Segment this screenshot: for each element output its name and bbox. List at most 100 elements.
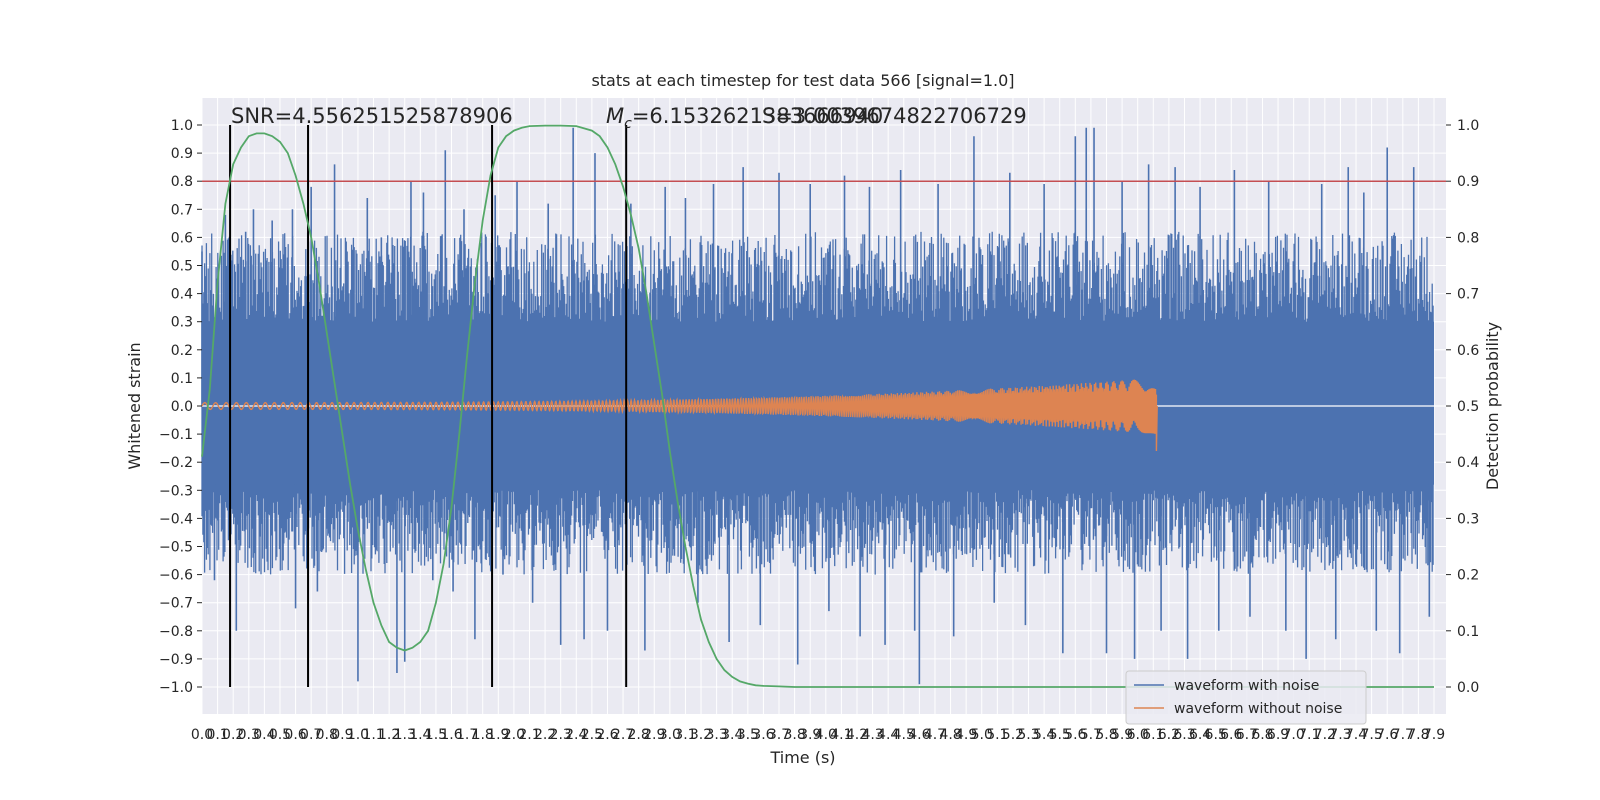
y-tick-label: −0.3 xyxy=(159,483,193,499)
x-tick-label: 7.2 xyxy=(1314,727,1336,743)
x-tick-label: 0.7 xyxy=(300,727,322,743)
y-tick-label-right: 0.8 xyxy=(1457,230,1479,246)
x-tick-label: 1.3 xyxy=(394,727,416,743)
x-tick-label: 7.0 xyxy=(1283,727,1305,743)
x-tick-label: 1.0 xyxy=(347,727,369,743)
x-tick-label: 5.0 xyxy=(971,727,993,743)
y-tick-label-right: 1.0 xyxy=(1457,118,1479,134)
x-tick-label: 3.1 xyxy=(674,727,696,743)
y-tick-label: −0.2 xyxy=(159,455,193,471)
x-tick-label: 5.3 xyxy=(1017,727,1039,743)
y-tick-label: −0.6 xyxy=(159,568,193,584)
x-tick-label: 4.1 xyxy=(830,727,852,743)
x-tick-label: 5.1 xyxy=(986,727,1008,743)
x-tick-label: 1.5 xyxy=(425,727,447,743)
x-tick-label: 3.4 xyxy=(721,727,743,743)
x-tick-label: 5.2 xyxy=(1002,727,1024,743)
x-tick-label: 0.4 xyxy=(253,727,275,743)
x-tick-label: 7.5 xyxy=(1360,727,1382,743)
y-tick-label-right: 0.2 xyxy=(1457,568,1479,584)
x-tick-label: 2.5 xyxy=(581,727,603,743)
x-tick-label: 5.5 xyxy=(1049,727,1071,743)
y-tick-label-right: 0.3 xyxy=(1457,511,1479,527)
x-tick-label: 0.6 xyxy=(284,727,306,743)
x-tick-label: 6.3 xyxy=(1173,727,1195,743)
x-tick-label: 0.0 xyxy=(191,727,213,743)
legend-label-noise: waveform with noise xyxy=(1174,678,1319,694)
x-tick-label: 4.9 xyxy=(955,727,977,743)
x-ticks: 0.00.10.20.30.40.50.60.70.80.91.01.11.21… xyxy=(191,727,1445,743)
x-tick-label: 1.4 xyxy=(409,727,431,743)
x-tick-label: 3.7 xyxy=(768,727,790,743)
x-tick-label: 2.6 xyxy=(596,727,618,743)
x-tick-label: 2.8 xyxy=(628,727,650,743)
x-tick-label: 2.3 xyxy=(550,727,572,743)
mc-value: =6.1532621383666940 xyxy=(632,104,883,128)
x-tick-label: 5.6 xyxy=(1064,727,1086,743)
x-tick-label: 0.2 xyxy=(222,727,244,743)
y-tick-label-right: 0.1 xyxy=(1457,624,1479,640)
snr-annotation: SNR=4.556251525878906 xyxy=(231,104,513,128)
y-tick-label: 0.2 xyxy=(171,343,193,359)
x-tick-label: 2.2 xyxy=(534,727,556,743)
chart-title: stats at each timestep for test data 566… xyxy=(591,71,1014,90)
y-tick-label-right: 0.4 xyxy=(1457,455,1479,471)
x-tick-label: 5.8 xyxy=(1095,727,1117,743)
x-tick-label: 7.9 xyxy=(1423,727,1445,743)
y-tick-label: 0.3 xyxy=(171,315,193,331)
legend: waveform with noise waveform without noi… xyxy=(1125,670,1367,725)
y-tick-label: −0.1 xyxy=(159,427,193,443)
x-tick-label: 6.6 xyxy=(1220,727,1242,743)
x-tick-label: 4.7 xyxy=(924,727,946,743)
x-tick-label: 7.6 xyxy=(1376,727,1398,743)
x-tick-label: 3.8 xyxy=(783,727,805,743)
legend-box xyxy=(1125,670,1367,725)
y-axis-label-right: Detection probability xyxy=(1483,322,1502,490)
x-tick-label: 7.7 xyxy=(1392,727,1414,743)
x-tick-label: 4.8 xyxy=(939,727,961,743)
waveform-without-noise xyxy=(201,379,1158,452)
x-tick-label: 4.5 xyxy=(893,727,915,743)
y-axis-label-left: Whitened strain xyxy=(125,342,144,469)
x-tick-label: 0.1 xyxy=(206,727,228,743)
x-tick-label: 1.2 xyxy=(378,727,400,743)
x-tick-label: 0.8 xyxy=(316,727,338,743)
x-tick-label: 3.5 xyxy=(737,727,759,743)
x-tick-label: 3.2 xyxy=(690,727,712,743)
x-tick-label: 2.0 xyxy=(503,727,525,743)
y-tick-label: 0.7 xyxy=(171,202,193,218)
x-tick-label: 5.9 xyxy=(1111,727,1133,743)
overlap-annotation: S=3.0039674822706729 xyxy=(762,104,1027,128)
x-tick-label: 2.7 xyxy=(612,727,634,743)
mc-annotation: Mc=6.1532621383666940 xyxy=(606,104,883,132)
legend-label-clean: waveform without noise xyxy=(1174,701,1342,717)
x-tick-label: 3.0 xyxy=(659,727,681,743)
x-tick-label: 6.0 xyxy=(1127,727,1149,743)
y-tick-label: −0.4 xyxy=(159,511,193,527)
x-tick-label: 4.3 xyxy=(861,727,883,743)
y-tick-label: 0.4 xyxy=(171,287,193,303)
vertical-markers xyxy=(229,125,628,687)
y-tick-label: 0.8 xyxy=(171,174,193,190)
x-tick-label: 6.8 xyxy=(1251,727,1273,743)
x-tick-label: 7.4 xyxy=(1345,727,1367,743)
y-tick-label-right: 0.9 xyxy=(1457,174,1479,190)
y-tick-label-right: 0.0 xyxy=(1457,680,1479,696)
x-tick-label: 6.9 xyxy=(1267,727,1289,743)
mc-subscript: c xyxy=(624,116,632,132)
y-tick-label-right: 0.6 xyxy=(1457,343,1479,359)
x-tick-label: 2.4 xyxy=(565,727,587,743)
x-tick-label: 6.5 xyxy=(1205,727,1227,743)
x-tick-label: 6.7 xyxy=(1236,727,1258,743)
y-tick-label: 0.5 xyxy=(171,259,193,275)
x-tick-label: 0.3 xyxy=(238,727,260,743)
y-tick-label: 0.0 xyxy=(171,399,193,415)
y-tick-label: −0.8 xyxy=(159,624,193,640)
x-tick-label: 5.4 xyxy=(1033,727,1055,743)
x-tick-label: 2.1 xyxy=(518,727,540,743)
x-tick-label: 1.1 xyxy=(362,727,384,743)
x-tick-label: 6.4 xyxy=(1189,727,1211,743)
y-tick-label-right: 0.5 xyxy=(1457,399,1479,415)
y-tick-label: −0.9 xyxy=(159,652,193,668)
x-axis-label: Time (s) xyxy=(769,748,835,767)
